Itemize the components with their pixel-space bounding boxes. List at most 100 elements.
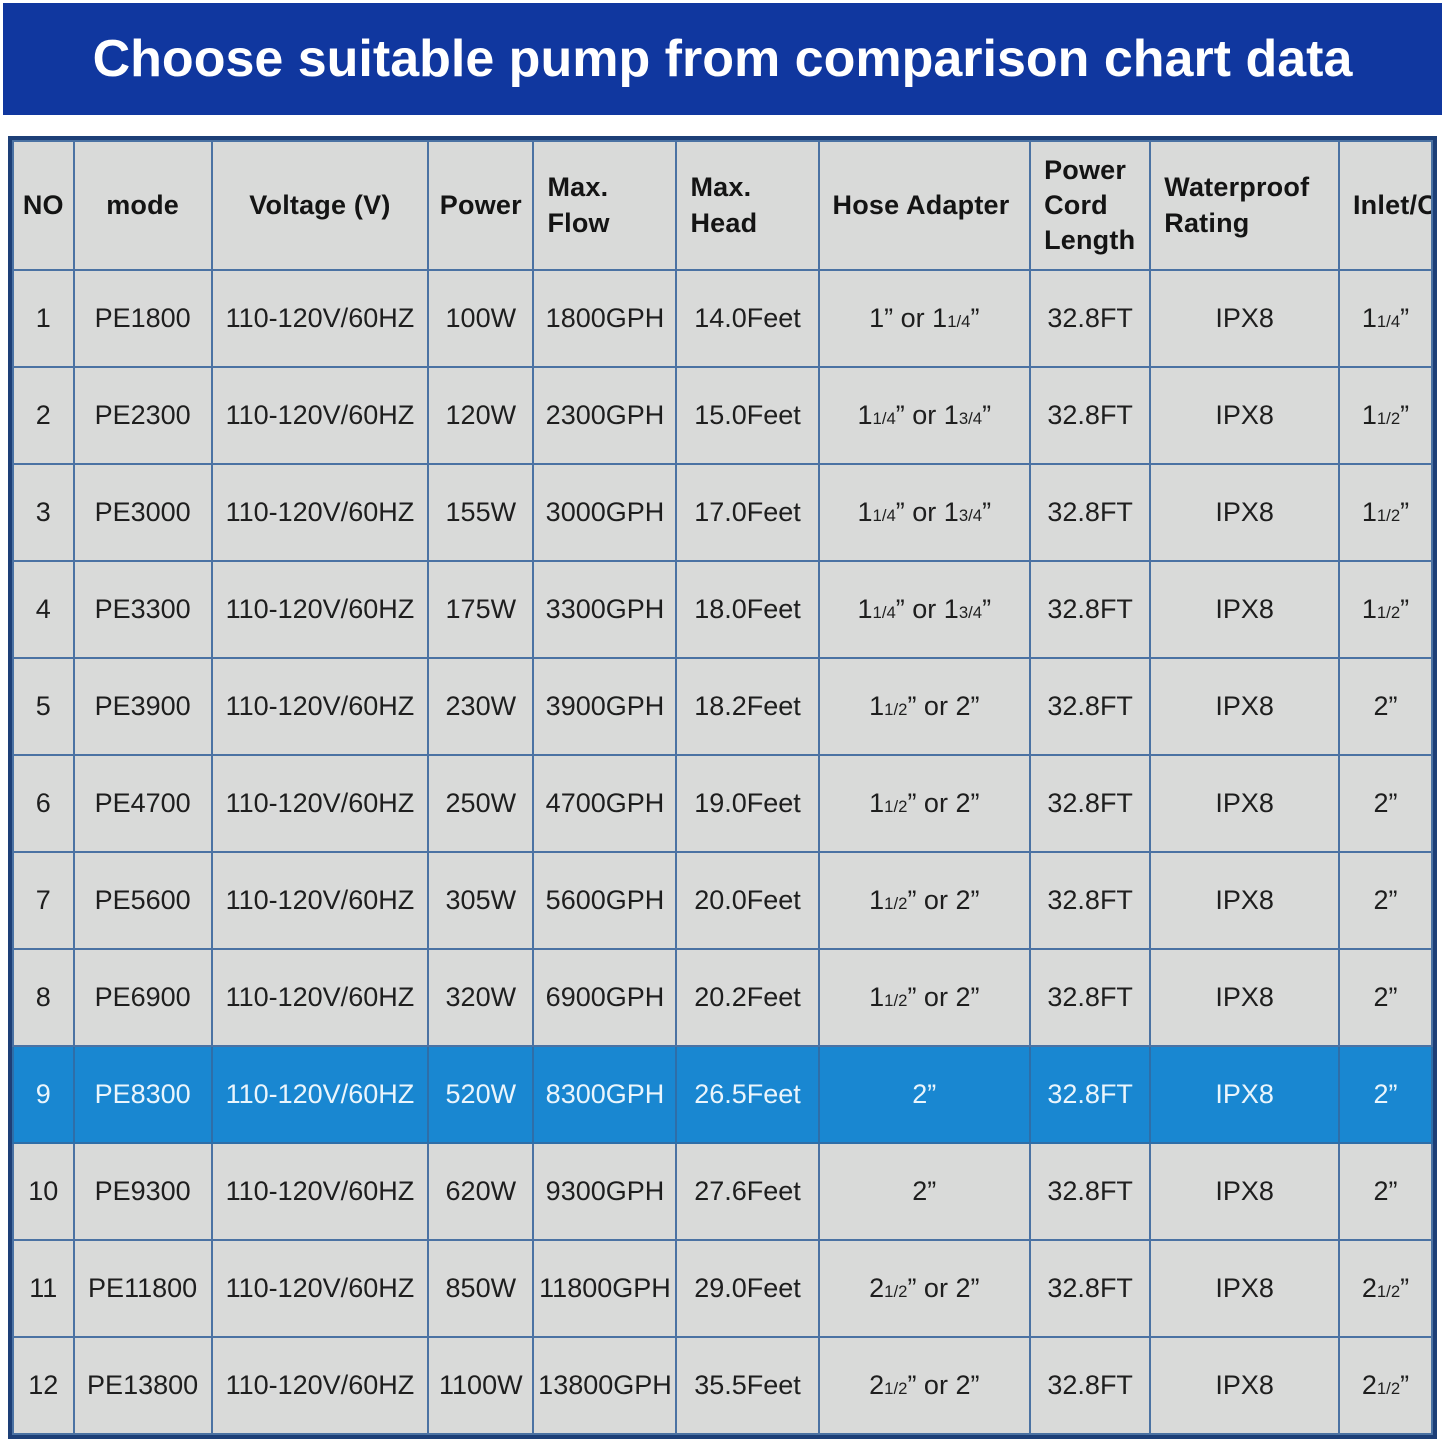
cell-voltage: 110-120V/60HZ [210,754,430,853]
fraction: 1/2 [1376,506,1401,525]
cell-voltage: 110-120V/60HZ [210,366,430,465]
cell-voltage: 110-120V/60HZ [210,463,430,562]
cell-inlet-outlet: 11/2” [1337,366,1434,465]
cell-no: 10 [12,1142,75,1241]
col-header-max-head: Max. Head [675,140,820,271]
cell-max-head: 35.5Feet [675,1336,820,1435]
col-header-no: NO [12,140,75,271]
cell-power: 850W [427,1239,535,1338]
col-header-max-flow: Max. Flow [532,140,678,271]
cell-hose-adapter: 11/4” or 13/4” [817,560,1032,659]
table-row: 8 PE6900 110-120V/60HZ 320W 6900GPH 20.2Feet 1… [12,948,1434,1047]
col-header-power: Power [427,140,535,271]
cell-max-flow: 2300GPH [532,366,678,465]
cell-power-cord-length: 32.8FT [1029,269,1152,368]
table-row: 1 PE1800 110-120V/60HZ 100W 1800GPH 14.0Feet 1… [12,269,1434,368]
fraction: 1/4 [872,603,896,622]
cell-inlet-outlet: 2” [1337,851,1434,950]
fraction: 1/2 [1376,1282,1401,1301]
cell-no: 5 [12,657,75,756]
cell-waterproof-rating: IPX8 [1149,1045,1340,1144]
table-row: 4 PE3300 110-120V/60HZ 175W 3300GPH 18.0Feet 1… [12,560,1434,659]
fraction: 1/2 [884,797,908,816]
table-row: 11 PE11800 110-120V/60HZ 850W 11800GPH 29.0Fe… [12,1239,1434,1338]
col-header-inlet-outlet: Inlet/Outlet [1337,140,1434,271]
cell-max-head: 18.2Feet [675,657,820,756]
table-row-highlighted: 9 PE8300 110-120V/60HZ 520W 8300GPH 26.5Feet 2… [12,1045,1434,1144]
cell-mode: PE5600 [72,851,213,950]
cell-voltage: 110-120V/60HZ [210,560,430,659]
cell-max-head: 20.2Feet [675,948,820,1047]
cell-power: 1100W [427,1336,535,1435]
cell-hose-adapter: 11/2” or 2” [817,754,1032,853]
cell-inlet-outlet: 2” [1337,657,1434,756]
cell-hose-adapter: 1” or 11/4” [817,269,1032,368]
cell-waterproof-rating: IPX8 [1149,366,1340,465]
cell-waterproof-rating: IPX8 [1149,657,1340,756]
fraction: 3/4 [958,506,983,525]
cell-no: 8 [12,948,75,1047]
cell-max-flow: 9300GPH [532,1142,678,1241]
col-header-waterproof-rating: Waterproof Rating [1149,140,1340,271]
cell-no: 6 [12,754,75,853]
col-header-power-cord-length: Power Cord Length [1029,140,1152,271]
cell-max-flow: 5600GPH [532,851,678,950]
cell-hose-adapter: 2” [817,1045,1032,1144]
cell-max-head: 29.0Feet [675,1239,820,1338]
fraction: 1/4 [947,312,971,331]
cell-inlet-outlet: 21/2” [1337,1239,1434,1338]
cell-hose-adapter: 11/4” or 13/4” [817,463,1032,562]
cell-inlet-outlet: 11/2” [1337,560,1434,659]
cell-power-cord-length: 32.8FT [1029,1142,1152,1241]
table-body: 1 PE1800 110-120V/60HZ 100W 1800GPH 14.0Feet 1… [12,269,1434,1435]
cell-mode: PE1800 [72,269,213,368]
cell-no: 3 [12,463,75,562]
cell-max-flow: 3300GPH [532,560,678,659]
cell-max-flow: 3900GPH [532,657,678,756]
fraction: 1/2 [884,1379,908,1398]
cell-max-head: 17.0Feet [675,463,820,562]
cell-max-flow: 1800GPH [532,269,678,368]
cell-power: 120W [427,366,535,465]
cell-power: 305W [427,851,535,950]
cell-waterproof-rating: IPX8 [1149,560,1340,659]
cell-hose-adapter: 11/2” or 2” [817,657,1032,756]
cell-voltage: 110-120V/60HZ [210,851,430,950]
cell-mode: PE3900 [72,657,213,756]
cell-hose-adapter: 21/2” or 2” [817,1336,1032,1435]
cell-power: 520W [427,1045,535,1144]
cell-power: 175W [427,560,535,659]
banner: Choose suitable pump from comparison cha… [3,3,1442,115]
cell-power: 155W [427,463,535,562]
cell-no: 7 [12,851,75,950]
cell-inlet-outlet: 2” [1337,1045,1434,1144]
fraction: 3/4 [958,603,983,622]
comparison-table-wrap: NO mode Voltage (V) Power Max. Flow Max. Head… [8,136,1437,1439]
cell-mode: PE9300 [72,1142,213,1241]
header-row: NO mode Voltage (V) Power Max. Flow Max. Head… [12,140,1434,271]
fraction: 1/4 [1376,312,1401,331]
cell-inlet-outlet: 21/2” [1337,1336,1434,1435]
cell-mode: PE3300 [72,560,213,659]
cell-waterproof-rating: IPX8 [1149,1142,1340,1241]
cell-power-cord-length: 32.8FT [1029,948,1152,1047]
cell-voltage: 110-120V/60HZ [210,1336,430,1435]
table-row: 10 PE9300 110-120V/60HZ 620W 9300GPH 27.6Feet… [12,1142,1434,1241]
cell-inlet-outlet: 2” [1337,1142,1434,1241]
cell-hose-adapter: 2” [817,1142,1032,1241]
comparison-table: NO mode Voltage (V) Power Max. Flow Max. Head… [12,140,1434,1435]
cell-power: 320W [427,948,535,1047]
cell-power: 230W [427,657,535,756]
cell-waterproof-rating: IPX8 [1149,754,1340,853]
cell-max-flow: 4700GPH [532,754,678,853]
banner-title: Choose suitable pump from comparison cha… [92,30,1353,88]
cell-hose-adapter: 21/2” or 2” [817,1239,1032,1338]
cell-max-head: 18.0Feet [675,560,820,659]
cell-inlet-outlet: 11/4” [1337,269,1434,368]
cell-inlet-outlet: 2” [1337,948,1434,1047]
col-header-voltage: Voltage (V) [210,140,430,271]
fraction: 1/4 [872,506,896,525]
cell-mode: PE3000 [72,463,213,562]
cell-waterproof-rating: IPX8 [1149,1336,1340,1435]
fraction: 1/2 [1376,1379,1401,1398]
